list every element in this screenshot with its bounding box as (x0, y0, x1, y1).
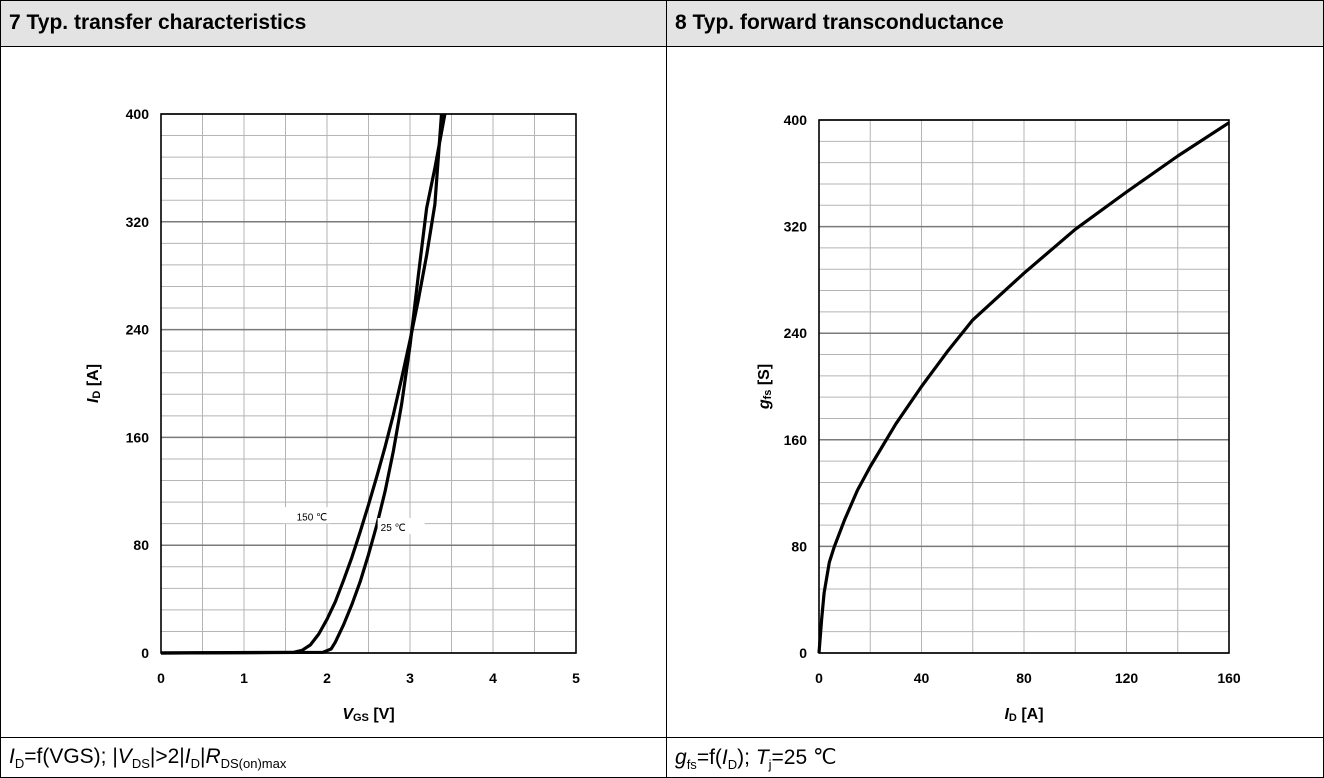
x-tick-label: 120 (1115, 670, 1139, 686)
axis-unit: [S] (756, 364, 773, 390)
caption-text: D (727, 757, 738, 773)
caption-text: |>2| (149, 745, 185, 768)
x-tick-label: 5 (572, 670, 580, 686)
series-line-0 (817, 121, 1230, 654)
series-label-bg (283, 507, 331, 524)
y-tick-label: 240 (784, 325, 808, 341)
caption-divider (1, 737, 1323, 738)
caption-text: j (768, 757, 772, 773)
x-tick-label: 80 (1016, 670, 1032, 686)
caption-text: DS(on)max (220, 756, 287, 772)
chart-transconductance: 0 40 80 120 160 0 80 160 240 320 400 ID [A] gfs [S] (756, 112, 1241, 724)
caption-text: D (14, 756, 25, 772)
y-tick-label: 240 (126, 322, 150, 338)
caption-text: I (9, 745, 15, 768)
axis-symbol: V (342, 706, 354, 723)
y-tick-label: 80 (791, 538, 807, 554)
y-tick-label: 320 (126, 214, 150, 230)
axis-subscript: fs (762, 390, 774, 400)
series-label: 25 ℃ (381, 523, 406, 534)
caption-text: I (721, 746, 728, 769)
caption-transfer: ID=f(VGS); |VDS|>2|ID|RDS(on)max (9, 745, 286, 771)
y-tick-label: 320 (784, 219, 808, 235)
caption-text: ); (737, 746, 756, 769)
caption-text: V (117, 745, 132, 768)
axis-symbol: g (756, 399, 773, 410)
caption-transconductance: gfs=f(ID); Tj=25 ℃ (675, 745, 837, 772)
x-tick-label: 40 (914, 670, 930, 686)
plot-frame (818, 119, 1230, 654)
y-tick-label: 160 (784, 432, 808, 448)
y-tick-label: 80 (133, 537, 149, 553)
caption-text: R (205, 745, 221, 768)
panel-title-transfer: 7 Typ. transfer characteristics (9, 11, 307, 34)
x-tick-label: 1 (240, 670, 248, 686)
series-line-25c (160, 113, 447, 655)
caption-text: fs (686, 757, 697, 773)
series-label-bg (377, 518, 425, 535)
x-tick-label: 0 (157, 670, 165, 686)
caption-text: D (190, 756, 200, 772)
panel-divider-vertical (666, 1, 667, 777)
caption-text: =25 ℃ (771, 746, 837, 769)
caption-text: =f( (696, 746, 722, 769)
axis-symbol: I (1004, 706, 1009, 723)
axis-subscript: GS (353, 712, 369, 724)
caption-text: | (199, 745, 206, 768)
series-line-150c (160, 113, 444, 655)
x-tick-label: 2 (323, 670, 331, 686)
panel-header-left: 7 Typ. transfer characteristics (1, 1, 666, 47)
series-label: 150 ℃ (297, 512, 328, 523)
axis-subscript: D (91, 391, 103, 399)
y-tick-label: 400 (126, 106, 150, 122)
y-tick-label: 400 (784, 112, 808, 128)
x-axis-label: ID [A] (1004, 706, 1043, 724)
plot-frame (160, 113, 577, 654)
y-tick-label: 0 (799, 645, 807, 661)
panel-header-right: 8 Typ. forward transconductance (667, 1, 1323, 47)
axis-subscript: D (1009, 712, 1017, 724)
x-tick-label: 4 (489, 670, 497, 686)
x-tick-label: 0 (815, 670, 823, 686)
axis-symbol: I (85, 398, 102, 403)
caption-text: T (755, 746, 769, 769)
axis-unit: [V] (369, 706, 395, 723)
axis-unit: [A] (1017, 706, 1044, 723)
x-axis-label: VGS [V] (342, 706, 394, 724)
y-axis-label: gfs [S] (756, 364, 774, 410)
y-axis-label: ID [A] (85, 364, 103, 403)
caption-text: =f(VGS); | (24, 745, 118, 768)
panel-title-transconductance: 8 Typ. forward transconductance (675, 11, 1004, 34)
caption-text: DS (131, 756, 150, 772)
y-tick-label: 0 (141, 645, 149, 661)
x-tick-label: 3 (406, 670, 414, 686)
chart-transfer: 0 1 2 3 4 5 0 80 160 240 320 400 VGS [V] ID [A] 150 ℃ 2… (85, 106, 580, 724)
axis-unit: [A] (85, 364, 102, 391)
y-tick-label: 160 (126, 429, 150, 445)
caption-text: g (675, 746, 687, 769)
x-tick-label: 160 (1217, 670, 1241, 686)
caption-text: I (184, 745, 191, 768)
